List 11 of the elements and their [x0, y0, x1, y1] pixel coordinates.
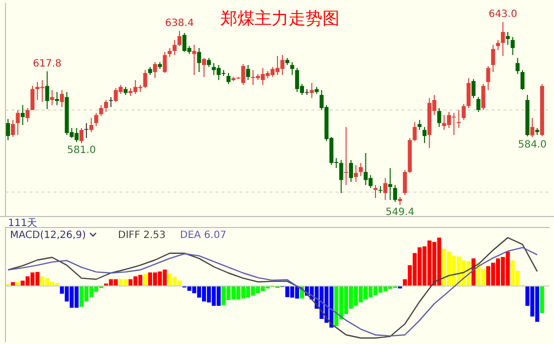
annotation: DEA 6.07 — [180, 230, 226, 241]
annotation: 581.0 — [67, 145, 96, 156]
annotation: 549.4 — [386, 207, 414, 218]
chart-title: 郑煤主力走势图 — [220, 9, 340, 29]
text: 111天 — [8, 218, 38, 229]
annotation: 638.4 — [165, 18, 194, 29]
annotation: 584.0 — [518, 139, 547, 150]
annotation: DIFF 2.53 — [118, 230, 166, 241]
annotation: 617.8 — [32, 58, 62, 70]
annotation: MACD(12,26,9) — [10, 230, 86, 241]
annotation: 643.0 — [488, 9, 518, 20]
